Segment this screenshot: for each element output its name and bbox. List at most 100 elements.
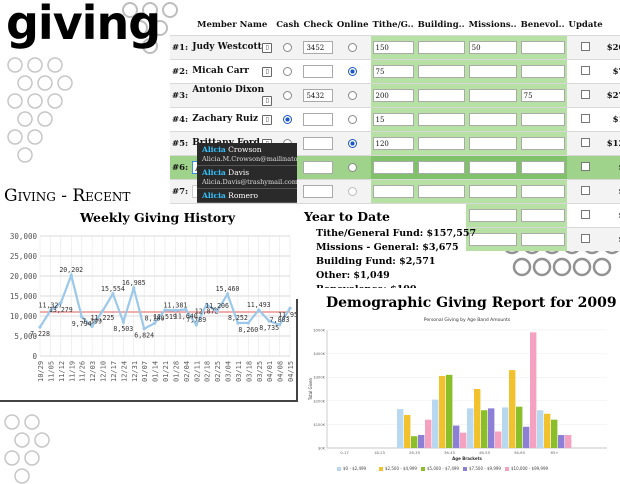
check-number-input[interactable]	[303, 137, 333, 150]
check-number-input[interactable]	[303, 161, 333, 174]
benevolence-amount-input[interactable]	[520, 161, 565, 174]
missions-amount-input[interactable]	[468, 137, 517, 150]
benevolence-amount-input[interactable]	[520, 209, 565, 222]
check-number-input[interactable]: 5432	[303, 89, 333, 102]
update-checkbox[interactable]	[581, 209, 591, 219]
autocomplete-item[interactable]: Alicia Davis Alicia.Davis@trashymail.com	[197, 166, 297, 189]
benevolence-amount-input[interactable]	[520, 113, 565, 126]
tithe-amount-input[interactable]: 75	[372, 65, 414, 78]
building-amount-input[interactable]	[417, 41, 465, 54]
benevolence-amount-input[interactable]: 75	[520, 89, 565, 102]
bar	[411, 436, 418, 448]
missions-amount-input[interactable]	[468, 89, 517, 102]
data-point	[205, 302, 209, 307]
x-tick-label: 03/25	[256, 361, 264, 382]
building-amount-input[interactable]	[417, 137, 465, 150]
header-member-name: Member Name	[197, 20, 268, 30]
member-autocomplete-dropdown[interactable]: Alicia Crowson Alicia.M.Crowson@mailinat…	[197, 143, 297, 203]
cash-radio[interactable]	[283, 114, 293, 124]
update-checkbox[interactable]	[581, 137, 591, 147]
autocomplete-email: Alicia.M.Crowson@mailinator.com	[202, 155, 297, 163]
demographic-bar-chart: Personal Giving by Age Band Amounts $0K $1…	[308, 317, 607, 471]
update-checkbox[interactable]	[581, 89, 591, 99]
x-tick-label: 01/28	[172, 361, 180, 382]
member-card-icon[interactable]: ▯	[262, 115, 273, 125]
building-amount-input[interactable]	[417, 161, 465, 174]
check-cell	[301, 131, 335, 156]
tithe-cell: 15	[370, 107, 416, 132]
cash-radio[interactable]	[283, 42, 293, 52]
x-tick-label: 12/03	[89, 361, 97, 382]
legend-label: $0 - $2,499	[343, 466, 367, 471]
data-point	[257, 308, 261, 312]
cash-radio[interactable]	[283, 66, 293, 76]
missions-amount-input[interactable]: 50	[468, 41, 517, 54]
x-tick-label: 12/17	[110, 361, 118, 382]
update-checkbox[interactable]	[581, 65, 591, 75]
x-tick-label: 12/24	[120, 361, 128, 382]
check-number-input[interactable]	[303, 65, 333, 78]
check-number-input[interactable]	[303, 185, 333, 198]
x-tick-label: 11/19	[68, 361, 76, 382]
benevolence-amount-input[interactable]	[520, 41, 565, 54]
missions-amount-input[interactable]	[468, 65, 517, 78]
tithe-amount-input[interactable]	[372, 161, 414, 174]
header-tithe: Tithe/G..	[372, 20, 414, 30]
tithe-amount-input[interactable]: 150	[372, 41, 414, 54]
building-amount-input[interactable]	[417, 65, 465, 78]
online-radio[interactable]	[348, 42, 358, 52]
update-cell	[566, 155, 605, 180]
autocomplete-item[interactable]: Alicia Crowson Alicia.M.Crowson@mailinat…	[197, 143, 297, 166]
update-checkbox[interactable]	[581, 185, 591, 195]
tithe-amount-input[interactable]: 120	[372, 137, 414, 150]
update-checkbox[interactable]	[581, 113, 591, 123]
decorative-pattern-left	[7, 57, 73, 163]
building-amount-input[interactable]	[417, 89, 465, 102]
member-card-icon[interactable]: ▯	[262, 96, 273, 106]
x-tick-label: 18-25	[374, 450, 386, 455]
update-checkbox[interactable]	[581, 161, 591, 171]
tithe-amount-input[interactable]	[372, 185, 414, 198]
online-radio[interactable]	[348, 66, 358, 76]
data-label: 11,206	[205, 302, 229, 310]
missions-cell	[466, 131, 519, 156]
benevolence-amount-input[interactable]	[520, 233, 565, 246]
missions-amount-input[interactable]	[468, 161, 517, 174]
online-radio[interactable]	[348, 114, 358, 124]
data-label: 16,985	[122, 279, 146, 287]
header-update: Update	[568, 20, 603, 30]
benevolence-amount-input[interactable]	[520, 65, 565, 78]
benevolence-amount-input[interactable]	[520, 185, 565, 198]
missions-amount-input[interactable]	[468, 113, 517, 126]
tithe-amount-input[interactable]: 200	[372, 89, 414, 102]
online-radio[interactable]	[348, 162, 358, 172]
member-card-icon[interactable]: ▯	[262, 43, 273, 53]
benevolence-amount-input[interactable]	[520, 137, 565, 150]
missions-amount-input[interactable]	[468, 185, 517, 198]
x-tick-label: 46-55	[479, 450, 491, 455]
bar	[418, 435, 425, 448]
member-card-icon[interactable]: ▯	[262, 67, 273, 77]
y-tick-label: $500K	[313, 329, 325, 333]
update-checkbox[interactable]	[581, 41, 591, 51]
row-number: #7:	[170, 179, 191, 204]
building-amount-input[interactable]	[417, 185, 465, 198]
online-radio[interactable]	[348, 90, 358, 100]
check-number-input[interactable]	[303, 113, 333, 126]
autocomplete-email: Alicia.Davis@trashymail.com	[202, 178, 297, 186]
building-amount-input[interactable]	[417, 113, 465, 126]
weekly-giving-line-chart: 0 5,000 10,000 15,000 20,000 25,000 30,000 10/2…	[10, 232, 296, 382]
tithe-amount-input[interactable]: 15	[372, 113, 414, 126]
ytd-other: Other: $1,049	[316, 270, 390, 281]
autocomplete-item[interactable]: Alicia Romero	[197, 189, 297, 203]
check-number-input[interactable]: 3452	[303, 41, 333, 54]
missions-amount-input[interactable]	[468, 233, 517, 246]
cash-radio[interactable]	[283, 90, 293, 100]
update-checkbox[interactable]	[581, 233, 591, 243]
data-point	[59, 301, 63, 305]
missions-amount-input[interactable]	[468, 209, 517, 222]
y-tick-label: 30,000	[10, 232, 38, 241]
online-radio[interactable]	[348, 186, 358, 196]
missions-cell	[466, 227, 519, 251]
online-radio[interactable]	[348, 138, 358, 148]
